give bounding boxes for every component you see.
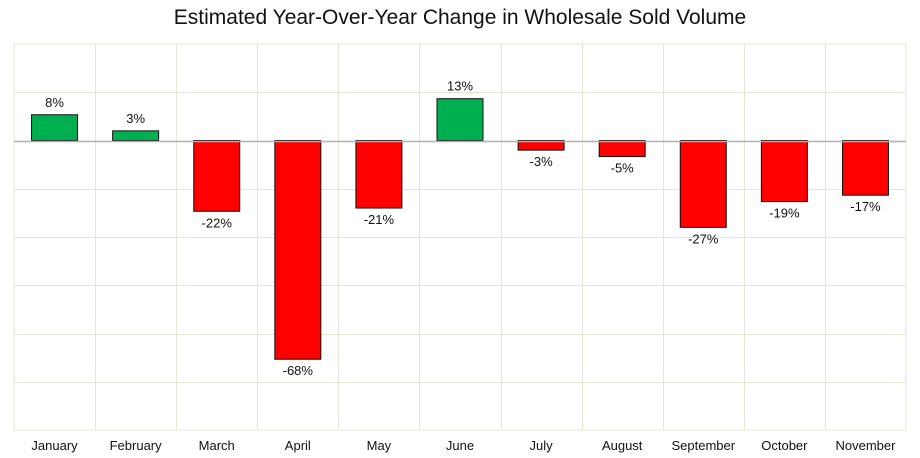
data-label-february: 3% <box>126 111 145 126</box>
x-tick-label-january: January <box>31 438 78 453</box>
bar-february <box>112 130 160 142</box>
x-tick-label-july: July <box>530 438 554 453</box>
x-tick-label-october: October <box>761 438 808 453</box>
x-tick-label-april: April <box>285 438 311 453</box>
data-label-october: -19% <box>769 206 800 221</box>
x-tick-label-february: February <box>110 438 163 453</box>
x-tick-label-november: November <box>835 438 896 453</box>
data-label-april: -68% <box>283 363 314 378</box>
bar-march <box>193 140 241 212</box>
x-tick-label-september: September <box>671 438 735 453</box>
data-label-september: -27% <box>688 231 719 246</box>
bar-july <box>517 140 565 151</box>
chart-title: Estimated Year-Over-Year Change in Whole… <box>173 6 747 29</box>
x-tick-label-august: August <box>602 438 643 453</box>
x-tick-label-march: March <box>199 438 235 453</box>
data-label-january: 8% <box>45 95 64 110</box>
bar-october <box>760 140 808 203</box>
bar-august <box>598 140 646 158</box>
data-label-june: 13% <box>447 79 473 94</box>
data-label-may: -21% <box>364 212 395 227</box>
bar-june <box>436 98 484 141</box>
x-tick-label-may: May <box>367 438 392 453</box>
data-label-july: -3% <box>530 154 554 169</box>
bar-november <box>841 140 889 196</box>
bar-april <box>274 140 322 360</box>
data-label-august: -5% <box>611 161 635 176</box>
data-label-march: -22% <box>202 215 233 230</box>
x-tick-label-june: June <box>446 438 474 453</box>
data-label-november: -17% <box>850 199 881 214</box>
bar-may <box>355 140 403 209</box>
bar-september <box>679 140 727 228</box>
bar-january <box>31 114 79 142</box>
